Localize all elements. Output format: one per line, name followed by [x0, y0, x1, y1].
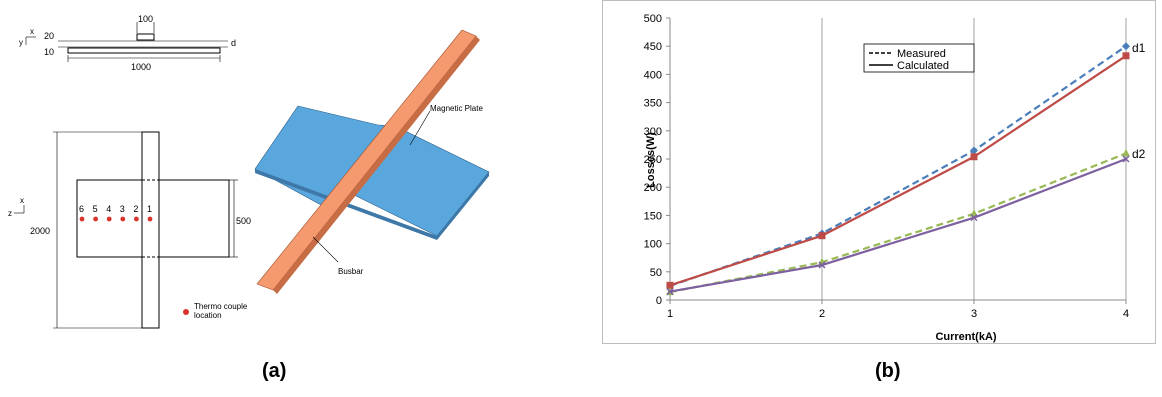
y-tick-label: 250: [644, 154, 662, 166]
x-tick-label: 2: [819, 308, 825, 320]
annotation-d2: d2: [1132, 147, 1146, 161]
thermocouple-legend-text-2: location: [194, 311, 222, 320]
thermocouple-label: 6: [79, 204, 84, 214]
y-tick-label: 100: [644, 239, 662, 251]
legend-box: [863, 43, 975, 73]
d-label: d: [231, 38, 236, 48]
busbar-leader: [312, 236, 339, 263]
thermocouple-point: [134, 216, 139, 222]
annotation-d1: d1: [1132, 41, 1146, 55]
data-point-d2-solid: [666, 288, 674, 296]
panel-a-figure: 100 d 20 10 1000 x y: [8, 14, 490, 329]
dim-pad-label: 100: [138, 14, 153, 24]
series-line-d2-solid: [669, 157, 1127, 293]
magnetic-plate-edge: [437, 172, 489, 240]
dim-width-label: 1000: [131, 62, 151, 72]
legend-calculated-label: Calculated: [897, 60, 949, 72]
y-tick-label: 0: [656, 295, 662, 307]
dim-10-label: 10: [44, 47, 54, 57]
thermocouple-legend-dot: [183, 309, 189, 315]
x-tick-label: 1: [667, 308, 673, 320]
busbar-label: Busbar: [338, 267, 364, 276]
losses-chart: 0 50 100 150 200 250 300 350 400 450 500 1 2 3 4 Measu…: [602, 0, 1156, 344]
busbar-edge: [273, 36, 480, 294]
thermocouple-label: 4: [106, 204, 111, 214]
data-point-d1-dashed: [1122, 42, 1130, 51]
thermocouple-point: [79, 216, 85, 222]
thermocouple-point: [93, 216, 98, 222]
busbar-side-rect: [67, 47, 221, 54]
thermocouple-point: [120, 216, 126, 222]
data-point-d1-dashed: [970, 146, 978, 155]
iso-view: Magnetic Plate Busbar: [254, 29, 490, 294]
legend-measured-label: Measured: [897, 48, 946, 60]
thermocouple-point: [106, 216, 112, 222]
thermocouple-label: 5: [93, 204, 98, 214]
data-point-d2-solid: [1122, 155, 1130, 163]
y-tick-label: 500: [644, 13, 662, 25]
dim-plate-label: 500: [236, 216, 251, 226]
y-tick-label: 400: [644, 69, 662, 81]
chart-legend: Measured Calculated: [863, 43, 975, 73]
axis-y-label: y: [19, 38, 23, 47]
y-axis-label: Losses(W): [645, 132, 657, 188]
thermocouple-legend-text-1: Thermo couple: [194, 302, 248, 311]
caption-a: (a): [262, 360, 287, 382]
data-point-d1-solid: [818, 232, 826, 240]
axis-z-label: z: [8, 209, 12, 218]
x-tick-label: 3: [971, 308, 977, 320]
chart-ticks: 0 50 100 150 200 250 300 350 400 450 500 1 2 3 4: [644, 13, 1129, 320]
panel-b: 0 50 100 150 200 250 300 350 400 450 500 1 2 3 4 Measu…: [602, 0, 1162, 392]
caption-b: (b): [875, 360, 901, 382]
y-tick-label: 450: [644, 41, 662, 53]
x-tick-label: 4: [1123, 308, 1129, 320]
thermocouple-label: 3: [120, 204, 125, 214]
data-point-d1-solid: [666, 281, 674, 289]
chart-series: [666, 42, 1130, 296]
top-view: 100 d 20 10 1000 x y: [19, 14, 236, 72]
magnetic-plate-leader: [409, 110, 431, 146]
data-point-d2-solid: [818, 261, 826, 269]
axis-x-label: x: [30, 27, 34, 36]
thermocouple-label: 2: [133, 204, 138, 214]
data-point-d2-solid: [970, 214, 978, 222]
axis-x-label: x: [20, 196, 24, 205]
busbar-outline: [141, 131, 160, 329]
x-axis-label: Current(kA): [935, 331, 996, 343]
y-tick-label: 200: [644, 182, 662, 194]
y-tick-label: 50: [650, 267, 662, 279]
dim-20-label: 20: [44, 31, 54, 41]
magnetic-plate-label: Magnetic Plate: [430, 104, 483, 113]
data-point-d1-solid: [970, 153, 978, 161]
y-tick-label: 150: [644, 210, 662, 222]
data-point-d1-solid: [1122, 52, 1130, 60]
dim-height-label: 2000: [30, 226, 50, 236]
pad-rect: [136, 33, 155, 41]
series-line-d2-dashed: [669, 152, 1127, 294]
thermocouple-label: 1: [147, 204, 152, 214]
panel-a: 100 d 20 10 1000 x y: [0, 0, 560, 392]
series-line-d1-solid: [669, 54, 1127, 287]
thermocouple-point: [147, 216, 153, 222]
y-tick-label: 300: [644, 126, 662, 138]
data-point-d2-dashed: [1122, 148, 1130, 157]
y-tick-label: 350: [644, 98, 662, 110]
